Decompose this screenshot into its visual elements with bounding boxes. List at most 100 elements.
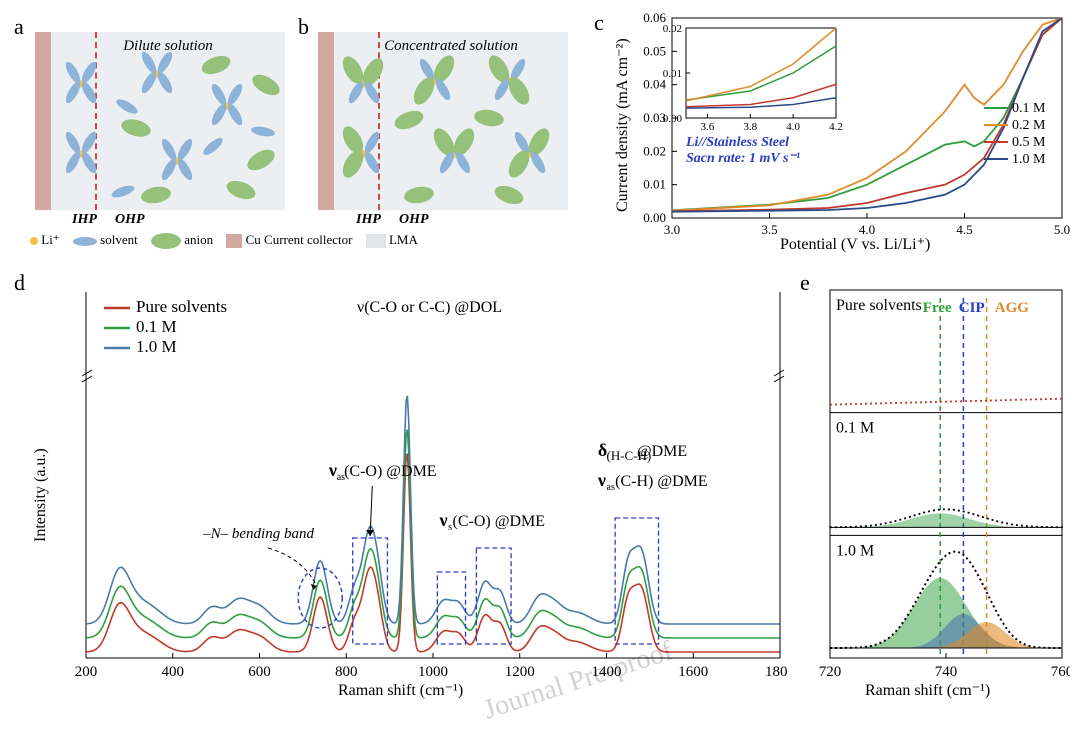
- svg-text:720: 720: [819, 664, 842, 680]
- panel-d-plot: 20040060080010001200140016001800Pure sol…: [28, 282, 788, 702]
- svg-text:3.5: 3.5: [761, 222, 777, 237]
- solvent: [63, 80, 83, 105]
- panel-c-plot: 3.03.54.04.55.00.000.010.020.030.040.050…: [610, 12, 1070, 252]
- svg-text:400: 400: [162, 664, 185, 680]
- panel-e-xlabel: Raman shift (cm⁻¹): [865, 680, 990, 700]
- legend-li-icon: [30, 237, 38, 245]
- anion: [224, 177, 258, 202]
- anion: [403, 185, 435, 206]
- svg-text:Pure solvents: Pure solvents: [136, 297, 227, 316]
- svg-text:Free: Free: [923, 300, 952, 316]
- solvent: [110, 183, 136, 200]
- svg-text:0.05: 0.05: [643, 43, 666, 58]
- solvent: [159, 157, 179, 182]
- svg-text:0.02: 0.02: [643, 143, 666, 158]
- svg-text:760: 760: [1051, 664, 1070, 680]
- svg-text:(C-O) @DME: (C-O) @DME: [344, 463, 437, 480]
- solvent: [114, 97, 139, 117]
- panel-b-label: b: [298, 14, 309, 40]
- svg-text:1600: 1600: [678, 664, 708, 680]
- svg-text:4.0: 4.0: [786, 121, 800, 133]
- svg-text:ν(C-O or C-C) @DOL: ν(C-O or C-C) @DOL: [357, 299, 502, 316]
- svg-text:ν: ν: [439, 510, 448, 530]
- panel-c-svg: 3.03.54.04.55.00.000.010.020.030.040.050…: [610, 12, 1070, 252]
- solvent: [437, 150, 457, 175]
- legend-li-label: Li⁺: [41, 232, 59, 247]
- panel-e-plot: 720740760FreeCIPAGGPure solvents0.1 M1.0…: [800, 282, 1070, 702]
- svg-text:Sacn rate: 1 mV s⁻¹: Sacn rate: 1 mV s⁻¹: [686, 151, 800, 166]
- solvent: [346, 80, 366, 105]
- solvent: [159, 137, 179, 162]
- svg-text:200: 200: [75, 664, 98, 680]
- svg-text:3.0: 3.0: [664, 222, 680, 237]
- svg-text:CIP: CIP: [959, 300, 985, 316]
- svg-text:0.1 M: 0.1 M: [836, 420, 874, 437]
- solvent: [63, 60, 83, 85]
- legend-solvent-label: solvent: [100, 232, 138, 247]
- svg-text:0.01: 0.01: [643, 177, 666, 192]
- svg-text:3.6: 3.6: [701, 121, 715, 133]
- svg-text:0.2 M: 0.2 M: [1012, 118, 1046, 133]
- solvent: [139, 70, 159, 95]
- svg-text:as: as: [607, 482, 615, 493]
- solvent: [63, 150, 83, 175]
- svg-text:0.02: 0.02: [663, 23, 682, 35]
- svg-text:1800: 1800: [765, 664, 788, 680]
- panel-a-label: a: [14, 14, 24, 40]
- panel-d-xlabel: Raman shift (cm⁻¹): [338, 680, 463, 700]
- solvent: [63, 130, 83, 155]
- svg-text:0.00: 0.00: [663, 113, 683, 125]
- svg-text:0.00: 0.00: [643, 210, 666, 225]
- panel-b-ohp-label: OHP: [399, 212, 429, 228]
- svg-text:800: 800: [335, 664, 358, 680]
- svg-text:Pure solvents: Pure solvents: [836, 297, 922, 314]
- panel-b-schematic: Concentrated solution: [318, 32, 568, 210]
- svg-text:1.0 M: 1.0 M: [836, 542, 874, 559]
- svg-text:(C-H) @DME: (C-H) @DME: [615, 473, 708, 490]
- legend-cu-icon: [226, 234, 242, 248]
- svg-text:1.0 M: 1.0 M: [1012, 152, 1046, 167]
- solvent: [225, 102, 245, 127]
- panel-d-svg: 20040060080010001200140016001800Pure sol…: [28, 282, 788, 702]
- solvent: [175, 157, 195, 182]
- panel-d-ylabel: Intensity (a.u.): [32, 448, 50, 542]
- svg-text:AGG: AGG: [995, 300, 1030, 316]
- svg-text:ν: ν: [597, 470, 606, 490]
- panel-e-svg: 720740760FreeCIPAGGPure solvents0.1 M1.0…: [800, 282, 1070, 702]
- anion: [492, 182, 526, 207]
- solvent: [209, 82, 229, 107]
- panel-c-xlabel: Potential (V vs. Li/Li⁺): [780, 234, 930, 254]
- anion: [505, 74, 534, 108]
- panel-a-ihp-label: IHP: [72, 212, 97, 228]
- legend-solvent-icon: [73, 237, 97, 246]
- anion: [473, 108, 505, 129]
- solvent: [250, 125, 275, 138]
- legend-ab: Li⁺ solvent anion Cu Current collector L…: [30, 232, 580, 249]
- svg-text:0.5 M: 0.5 M: [1012, 135, 1046, 150]
- panel-d-label: d: [14, 270, 25, 296]
- svg-text:4.2: 4.2: [829, 121, 843, 133]
- svg-text:0.1 M: 0.1 M: [136, 317, 177, 336]
- svg-text:600: 600: [248, 664, 271, 680]
- legend-lma-label: LMA: [389, 232, 418, 247]
- svg-text:0.01: 0.01: [663, 68, 682, 80]
- solvent: [209, 102, 229, 127]
- solvent: [155, 70, 175, 95]
- anion: [244, 146, 278, 175]
- anion: [249, 71, 283, 100]
- svg-text:3.8: 3.8: [743, 121, 757, 133]
- svg-text:–N– bending band: –N– bending band: [202, 526, 314, 542]
- panel-a-ihp-line: [95, 32, 97, 210]
- panel-b-title: Concentrated solution: [334, 38, 568, 55]
- legend-cu-label: Cu Current collector: [246, 232, 353, 247]
- anion: [392, 107, 426, 132]
- panel-c-label: c: [594, 10, 604, 36]
- svg-text:@DME: @DME: [637, 443, 687, 460]
- svg-text:5.0: 5.0: [1054, 222, 1070, 237]
- solvent: [201, 135, 225, 157]
- legend-anion-icon: [151, 233, 181, 249]
- panel-b-ihp-label: IHP: [356, 212, 381, 228]
- svg-text:1.0 M: 1.0 M: [136, 337, 177, 356]
- anion: [119, 116, 152, 139]
- panel-c-ylabel: Current density (mA cm⁻²): [612, 38, 632, 212]
